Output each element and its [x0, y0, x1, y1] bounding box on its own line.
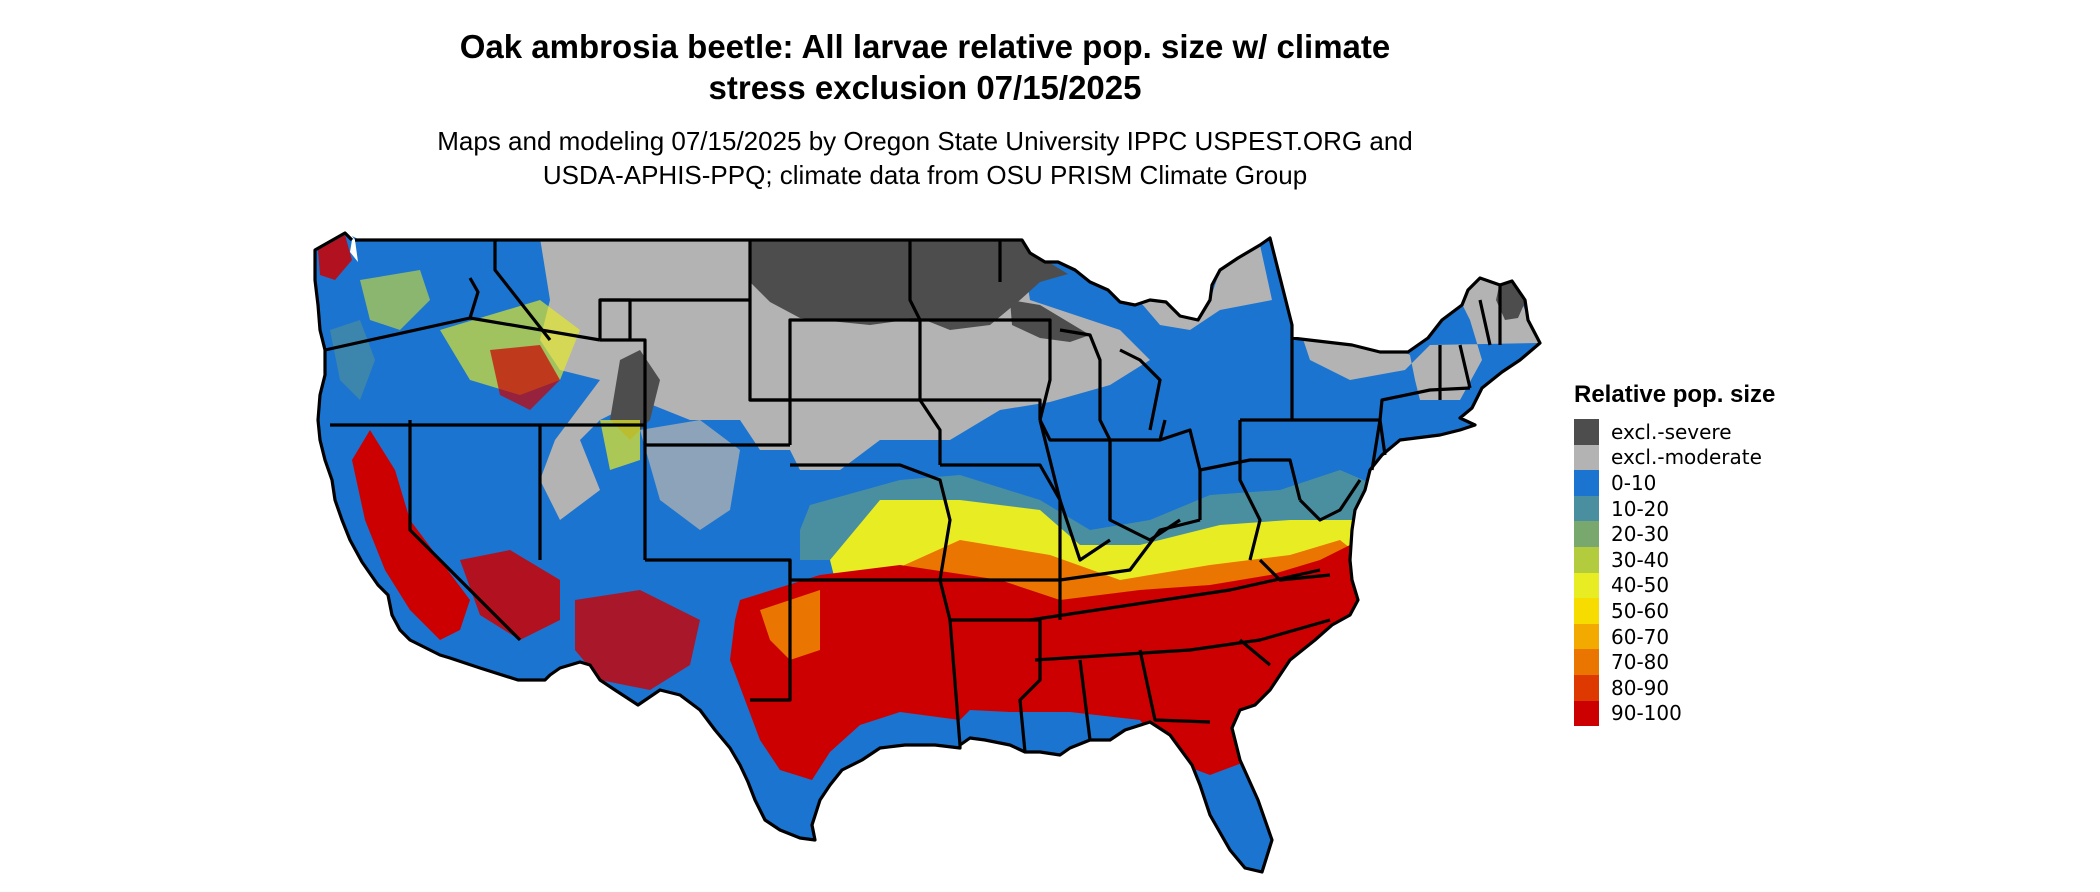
legend-item-10-20: 10-20: [1574, 495, 1775, 522]
legend-label: 10-20: [1611, 496, 1670, 521]
legend-swatch: [1574, 521, 1599, 547]
legend-item-90-100: 90-100: [1574, 700, 1775, 727]
legend-item-0-10: 0-10: [1574, 470, 1775, 496]
legend-label: 40-50: [1611, 573, 1670, 598]
us-map: [313, 231, 1542, 874]
legend-item-30-40: 30-40: [1574, 546, 1775, 573]
legend-label: excl.-severe: [1611, 419, 1732, 444]
legend-label: 20-30: [1611, 522, 1670, 547]
map-subtitle: Maps and modeling 07/15/2025 by Oregon S…: [300, 124, 1550, 192]
legend: Relative pop. size excl.-severe excl.-mo…: [1574, 381, 1776, 727]
legend-swatch: [1574, 649, 1599, 675]
legend-title: Relative pop. size: [1574, 381, 1776, 408]
legend-item-80-90: 80-90: [1574, 674, 1775, 701]
legend-item-excl-severe: excl.-severe: [1574, 419, 1775, 445]
legend-swatch: [1574, 674, 1599, 701]
legend-swatch: [1574, 623, 1599, 650]
legend-swatch: [1574, 444, 1599, 471]
legend-items: excl.-severe excl.-moderate 0-10 10-20 2…: [1574, 419, 1775, 727]
legend-item-40-50: 40-50: [1574, 572, 1775, 599]
legend-label: excl.-moderate: [1611, 445, 1762, 470]
legend-item-excl-moderate: excl.-moderate: [1574, 444, 1775, 471]
legend-label: 90-100: [1611, 701, 1682, 726]
title-line-1: Oak ambrosia beetle: All larvae relative…: [459, 28, 1391, 65]
title-line-2: stress exclusion 07/15/2025: [708, 69, 1142, 106]
legend-swatch: [1574, 598, 1599, 624]
legend-label: 80-90: [1611, 675, 1670, 700]
legend-label: 0-10: [1611, 470, 1657, 495]
legend-swatch: [1574, 495, 1599, 522]
legend-swatch: [1574, 546, 1599, 573]
legend-swatch: [1574, 572, 1599, 599]
legend-label: 60-70: [1611, 624, 1670, 649]
state-boundaries: [313, 231, 1542, 874]
subtitle-line-1: Maps and modeling 07/15/2025 by Oregon S…: [437, 126, 1413, 156]
legend-label: 70-80: [1611, 650, 1670, 675]
legend-item-20-30: 20-30: [1574, 521, 1775, 547]
legend-item-50-60: 50-60: [1574, 598, 1775, 624]
legend-label: 50-60: [1611, 598, 1670, 623]
legend-swatch: [1574, 700, 1599, 727]
legend-label: 30-40: [1611, 547, 1670, 572]
subtitle-line-2: USDA-APHIS-PPQ; climate data from OSU PR…: [542, 160, 1308, 190]
legend-swatch: [1574, 419, 1599, 445]
map-title: Oak ambrosia beetle: All larvae relative…: [300, 26, 1550, 108]
legend-item-70-80: 70-80: [1574, 649, 1775, 675]
legend-item-60-70: 60-70: [1574, 623, 1775, 650]
legend-swatch: [1574, 470, 1599, 496]
